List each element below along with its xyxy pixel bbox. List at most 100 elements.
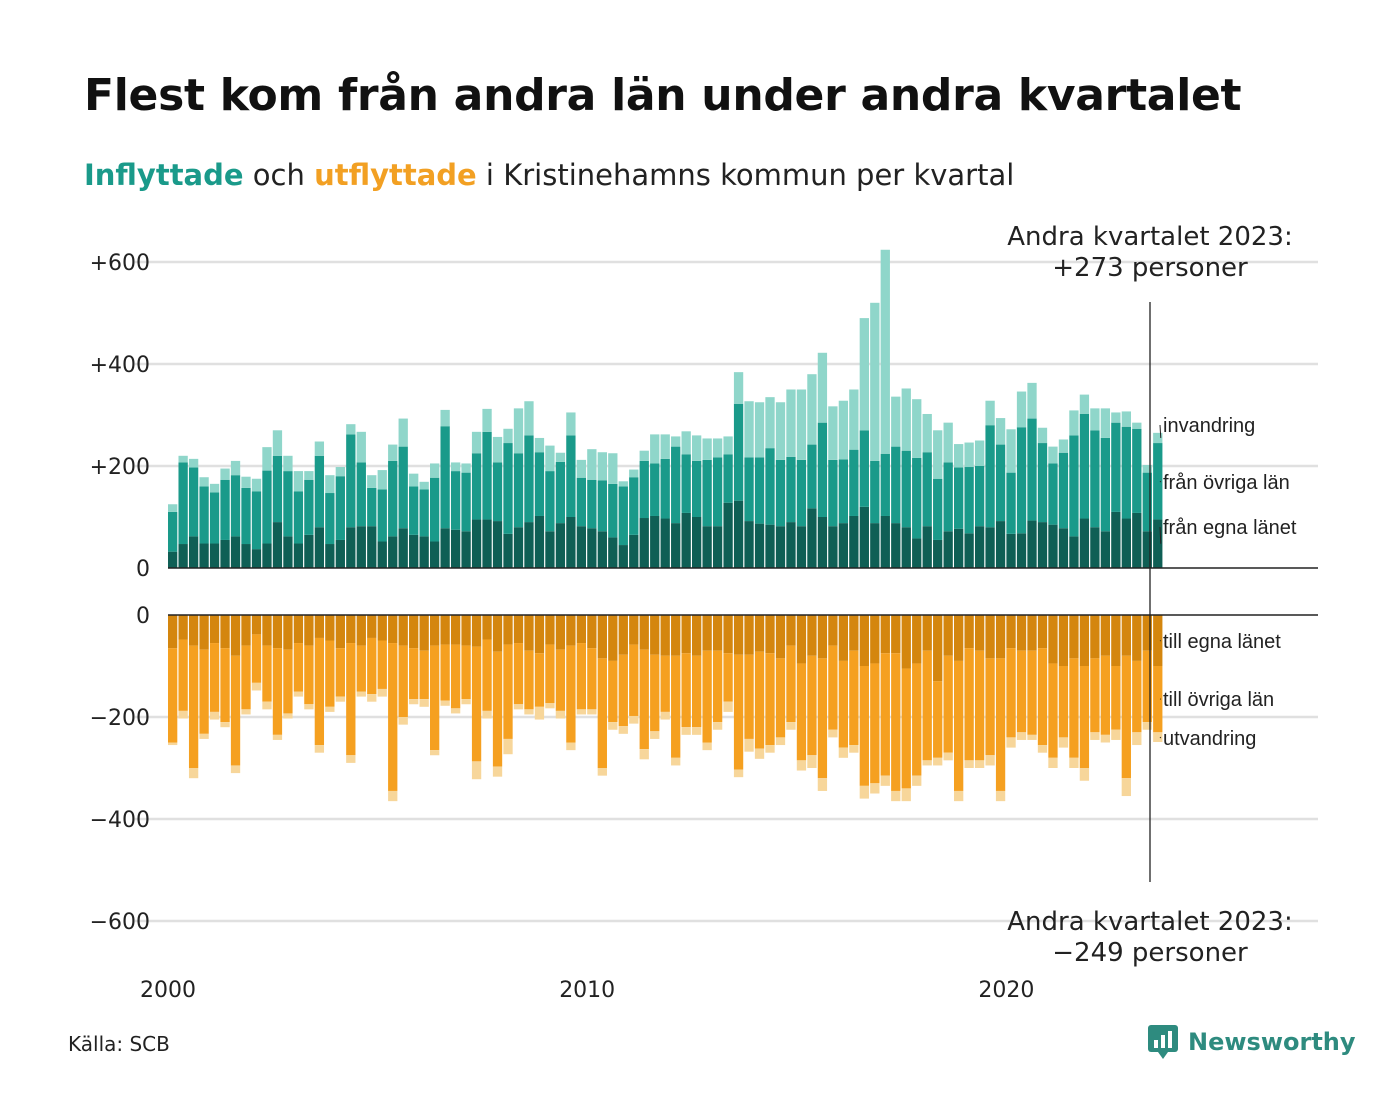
bar-in-segment (1142, 464, 1152, 473)
bar-out-segment (409, 648, 419, 700)
bar-in-segment (954, 467, 964, 529)
bar-out-segment (723, 615, 733, 654)
bar-out-segment (409, 699, 419, 705)
bar-out-segment (796, 615, 807, 664)
bar-in-segment (587, 528, 597, 568)
chart-subtitle: Inflyttade och utflyttade i Kristinehamn… (84, 158, 1014, 192)
bar-in-segment (1079, 394, 1090, 414)
bar-out-segment (1016, 650, 1027, 733)
bar-in-segment (440, 409, 450, 427)
bar-in-segment (356, 462, 366, 527)
bar-in-segment (1016, 427, 1027, 534)
bar-out-segment (964, 615, 974, 649)
bar-in-segment (409, 534, 419, 568)
bar-in-segment (178, 544, 188, 568)
bar-out-segment (482, 710, 492, 719)
y-tick-label: +400 (90, 353, 150, 378)
bar-in-segment (346, 424, 356, 435)
bar-out-segment (870, 783, 880, 794)
bar-in-segment (346, 527, 356, 568)
bar-out-segment (440, 644, 450, 701)
bar-in-segment (440, 426, 450, 529)
bar-in-segment (912, 538, 922, 568)
bar-in-segment (168, 504, 178, 512)
bar-out-segment (503, 738, 513, 755)
bar-in-segment (1132, 422, 1142, 429)
bar-in-segment (723, 502, 733, 568)
bar-out-segment (702, 650, 712, 743)
bar-in-segment (1100, 437, 1111, 532)
bar-out-segment (1121, 655, 1131, 779)
bar-in-segment (388, 444, 398, 461)
x-tick-label: 2020 (978, 978, 1034, 1000)
bar-out-segment (524, 650, 534, 710)
bar-out-segment (272, 648, 283, 735)
bar-out-segment (545, 644, 555, 704)
bar-in-segment (209, 492, 220, 544)
bar-out-segment (597, 615, 607, 659)
bar-in-segment (933, 430, 943, 479)
bar-out-segment (859, 666, 869, 786)
bar-out-segment (534, 653, 545, 707)
bar-out-segment (1090, 658, 1100, 733)
bar-out-segment (335, 696, 345, 702)
bar-out-segment (1079, 615, 1090, 666)
bar-out-segment (430, 750, 440, 756)
bar-out-segment (1037, 615, 1048, 649)
bar-out-segment (1100, 655, 1111, 735)
bar-in-segment (335, 476, 345, 540)
bar-in-segment (933, 478, 943, 540)
bar-out-segment (241, 615, 251, 646)
bar-in-segment (985, 400, 995, 426)
bar-in-segment (775, 526, 786, 568)
series-label-out: till egna länet (1163, 631, 1281, 653)
bar-in-segment (880, 249, 890, 454)
bar-in-segment (409, 473, 419, 487)
bar-in-segment (838, 523, 849, 568)
bar-out-segment (1111, 666, 1121, 730)
bar-in-segment (712, 438, 723, 458)
bar-in-segment (230, 460, 241, 476)
bar-out-segment (671, 757, 681, 766)
bar-in-segment (671, 523, 681, 568)
bar-out-segment (168, 648, 178, 743)
bar-out-segment (639, 615, 649, 650)
bar-in-segment (1121, 518, 1131, 568)
series-label-out: utvandring (1163, 728, 1256, 750)
bar-out-segment (985, 755, 995, 766)
bar-in-segment (188, 467, 199, 537)
bar-in-segment (650, 434, 660, 464)
bar-out-segment (870, 615, 880, 664)
bar-in-segment (712, 526, 723, 568)
y-tick-label: 0 (136, 557, 150, 582)
bar-in-segment (388, 460, 398, 537)
bar-out-segment (608, 615, 618, 661)
bar-out-segment (1037, 648, 1048, 746)
x-tick-label: 2010 (559, 978, 615, 1000)
bar-in-segment (1016, 391, 1027, 428)
bar-in-segment (524, 401, 534, 436)
bar-in-segment (524, 522, 534, 568)
bar-out-segment (346, 755, 356, 763)
bar-out-segment (262, 645, 272, 702)
bar-out-segment (922, 650, 932, 761)
bar-out-segment (209, 643, 220, 712)
bar-out-segment (733, 654, 744, 770)
bar-in-segment (901, 450, 911, 528)
bar-in-segment (608, 453, 618, 484)
bar-out-segment (660, 615, 670, 656)
bar-out-segment (325, 706, 335, 712)
bar-in-segment (566, 412, 576, 436)
grid-lines (135, 260, 1318, 923)
bar-out-segment (712, 650, 723, 723)
bar-in-segment (566, 435, 576, 517)
bar-in-segment (692, 460, 702, 517)
bar-out-segment (1132, 732, 1142, 746)
bar-in-segment (1006, 533, 1016, 568)
bar-out-segment (618, 615, 628, 655)
bar-in-segment (272, 430, 283, 456)
bar-in-segment (629, 469, 639, 478)
bar-in-segment (922, 526, 932, 568)
bar-in-segment (230, 536, 241, 568)
bar-in-segment (356, 526, 366, 568)
